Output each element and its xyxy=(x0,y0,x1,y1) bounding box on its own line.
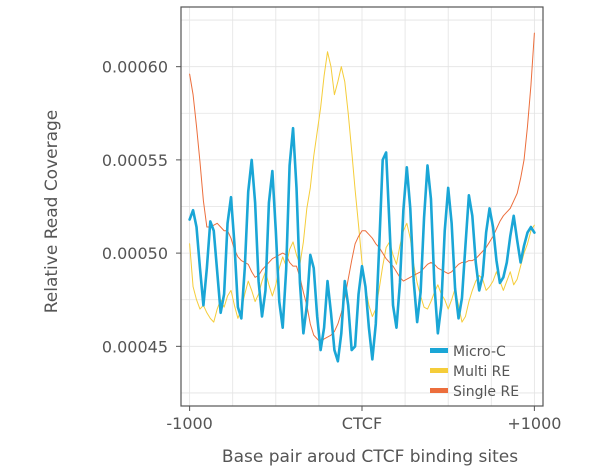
series-line-single-re xyxy=(189,32,535,344)
legend-label: Single RE xyxy=(453,384,519,400)
series-lines xyxy=(188,32,536,363)
legend-swatch xyxy=(430,388,448,393)
legend-swatch xyxy=(430,348,448,353)
legend-label: Multi RE xyxy=(453,364,510,380)
y-tick-label: 0.00055 xyxy=(102,151,168,170)
y-tick-label: 0.00060 xyxy=(102,58,168,77)
x-tick-label: +1000 xyxy=(507,414,561,433)
x-axis-ticks: -1000 CTCF +1000 xyxy=(166,406,561,433)
legend-label: Micro-C xyxy=(453,344,506,360)
series-line-micro-c xyxy=(188,126,536,363)
y-tick-label: 0.00050 xyxy=(102,244,168,263)
y-axis-ticks: 0.00045 0.00050 0.00055 0.00060 xyxy=(102,58,181,356)
x-tick-label: -1000 xyxy=(166,414,213,433)
y-tick-label: 0.00045 xyxy=(102,337,168,356)
legend-swatch xyxy=(430,368,448,373)
y-axis-title: Relative Read Coverage xyxy=(42,110,62,314)
legend: Micro-C Multi RE Single RE xyxy=(430,344,519,400)
x-axis-title: Base pair aroud CTCF binding sites xyxy=(222,447,518,467)
x-tick-label: CTCF xyxy=(342,414,382,433)
